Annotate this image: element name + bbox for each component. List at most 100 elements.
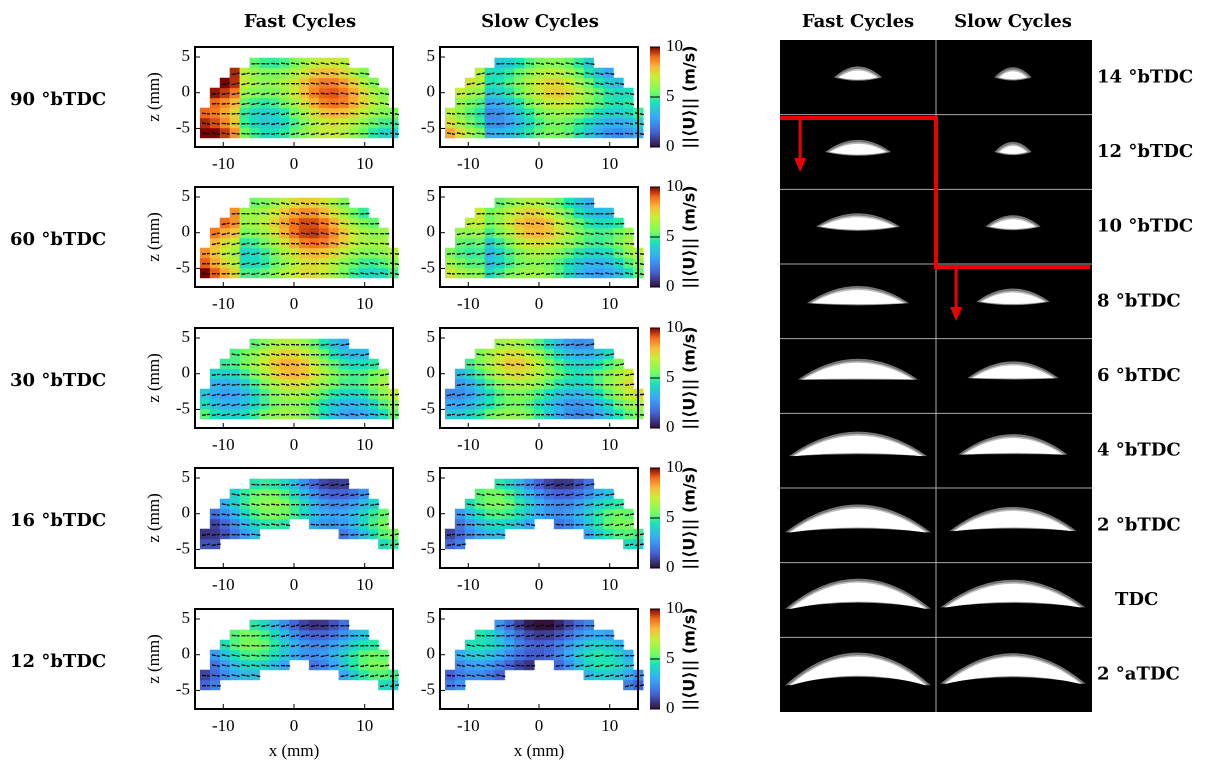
velocity-vector xyxy=(231,503,241,507)
velocity-vector xyxy=(360,242,370,246)
velocity-cell xyxy=(583,197,594,209)
velocity-cell xyxy=(249,388,260,400)
velocity-vector xyxy=(261,513,271,517)
velocity-vector xyxy=(281,272,291,276)
velocity-cell xyxy=(348,207,359,219)
velocity-vector xyxy=(271,212,281,216)
velocity-vector xyxy=(281,232,291,235)
velocity-cell xyxy=(229,237,241,249)
velocity-vector xyxy=(526,102,536,106)
velocity-vector xyxy=(506,82,516,85)
velocity-cell xyxy=(348,117,359,129)
velocity-vector xyxy=(466,242,476,246)
velocity-cell xyxy=(464,388,476,400)
velocity-cell xyxy=(573,619,585,631)
velocity-vector xyxy=(389,132,400,135)
velocity-vector xyxy=(506,353,516,357)
velocity-vector xyxy=(595,92,605,96)
spray-shape xyxy=(790,508,926,533)
velocity-cell xyxy=(563,619,575,631)
velocity-vector xyxy=(261,624,271,628)
velocity-vector xyxy=(290,654,301,657)
velocity-vector xyxy=(526,513,536,516)
velocity-cell xyxy=(209,87,221,99)
velocity-vector xyxy=(201,413,212,416)
velocity-vector xyxy=(565,232,575,236)
velocity-vector xyxy=(446,122,457,126)
velocity-vector xyxy=(565,403,575,407)
velocity-vector xyxy=(370,513,380,517)
velocity-vector xyxy=(555,654,565,658)
velocity-vector xyxy=(575,383,585,386)
velocity-cell xyxy=(249,398,260,410)
velocity-cell xyxy=(603,127,614,139)
velocity-vector xyxy=(241,222,251,225)
velocity-vector xyxy=(585,132,595,135)
velocity-vector xyxy=(360,72,370,75)
velocity-vector xyxy=(456,413,466,417)
velocity-vector xyxy=(290,262,301,265)
velocity-vector xyxy=(261,493,271,496)
velocity-cell xyxy=(504,97,515,109)
velocity-vector xyxy=(360,262,370,266)
velocity-vector xyxy=(231,272,241,275)
velocity-vector xyxy=(340,413,350,417)
velocity-cell xyxy=(514,398,525,410)
velocity-vector xyxy=(595,493,605,497)
velocity-vector xyxy=(241,664,251,668)
velocity-vector xyxy=(320,62,330,66)
velocity-vector xyxy=(496,343,506,347)
velocity-vector xyxy=(251,413,261,417)
velocity-vector xyxy=(526,624,536,628)
velocity-vector xyxy=(605,82,615,86)
delay-marker xyxy=(780,116,1090,269)
velocity-cell xyxy=(524,659,535,671)
velocity-vector xyxy=(281,212,291,216)
row-label: 8 °bTDC xyxy=(1097,290,1181,311)
velocity-vector xyxy=(241,353,251,357)
velocity-vector xyxy=(575,343,585,347)
velocity-vector xyxy=(565,513,575,516)
velocity-vector xyxy=(221,413,231,417)
velocity-cell xyxy=(209,97,221,109)
velocity-cell xyxy=(298,97,310,109)
velocity-vector xyxy=(300,383,311,387)
velocity-vector xyxy=(545,383,556,387)
velocity-vector xyxy=(300,483,311,487)
velocity-vector xyxy=(605,393,615,396)
column-title: Slow Cycles xyxy=(954,11,1072,32)
velocity-cell xyxy=(348,639,359,651)
velocity-vector xyxy=(466,383,476,386)
velocity-cell xyxy=(504,267,515,279)
velocity-vector xyxy=(476,132,486,135)
velocity-cell xyxy=(259,408,270,420)
velocity-vector xyxy=(506,624,516,628)
velocity-vector xyxy=(251,493,261,496)
velocity-vector xyxy=(615,82,625,86)
velocity-vector xyxy=(211,654,221,658)
velocity-vector xyxy=(466,102,476,105)
velocity-cell xyxy=(259,87,270,99)
velocity-vector xyxy=(565,212,575,216)
velocity-vector xyxy=(320,132,330,136)
velocity-vector xyxy=(320,383,330,387)
velocity-cell xyxy=(494,207,505,219)
velocity-vector xyxy=(545,634,556,638)
velocity-cell xyxy=(199,398,211,410)
velocity-cell xyxy=(603,368,614,380)
velocity-cell xyxy=(553,488,565,500)
velocity-cell xyxy=(259,619,270,631)
velocity-cell xyxy=(514,629,525,641)
velocity-cell xyxy=(279,659,290,671)
velocity-vector xyxy=(615,413,625,417)
velocity-cell xyxy=(494,408,505,420)
velocity-cell xyxy=(308,267,320,279)
velocity-vector xyxy=(496,393,506,396)
velocity-vector xyxy=(575,92,585,95)
z-axis-label: z (mm) xyxy=(144,72,163,122)
velocity-vector xyxy=(526,92,536,95)
velocity-vector xyxy=(535,202,546,206)
velocity-cell xyxy=(328,639,340,651)
velocity-cell xyxy=(308,619,320,631)
